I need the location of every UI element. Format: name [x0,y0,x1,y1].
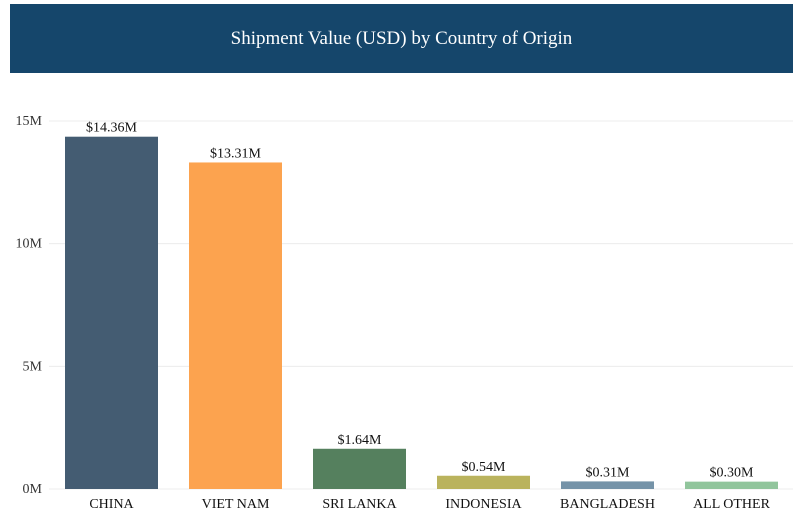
bars [65,136,778,489]
y-tick-label: 15M [16,114,43,129]
bar-all-other[interactable] [685,481,778,489]
bar-indonesia[interactable] [437,475,530,489]
bar-china[interactable] [65,136,158,489]
gridlines [49,120,793,490]
data-label: $0.30M [710,466,755,481]
y-tick-label: 5M [23,359,43,374]
data-label: $14.36M [86,121,138,136]
bar-viet-nam[interactable] [189,162,282,489]
x-tick-label: VIET NAM [202,497,270,512]
x-tick-label: CHINA [89,497,134,512]
y-tick-label: 10M [16,237,43,252]
data-labels: $14.36M $13.31M $1.64M $0.54M $0.31M $0.30M [86,121,754,481]
x-axis-labels: CHINA VIET NAM SRI LANKA INDONESIA BANGLADES… [89,497,770,512]
x-tick-label: ALL OTHER [693,497,771,512]
data-label: $0.31M [586,465,631,480]
x-tick-label: INDONESIA [445,497,522,512]
x-tick-label: SRI LANKA [322,497,397,512]
bar-sri-lanka[interactable] [313,448,406,489]
data-label: $13.31M [210,146,262,161]
chart-title: Shipment Value (USD) by Country of Origi… [230,27,573,49]
bar-bangladesh[interactable] [561,481,654,489]
data-label: $0.54M [462,460,507,475]
data-label: $1.64M [338,433,383,448]
y-axis-ticks: 0M 5M 10M 15M [16,114,43,497]
y-tick-label: 0M [23,482,43,497]
x-tick-label: BANGLADESH [560,497,655,512]
chart-header: Shipment Value (USD) by Country of Origi… [10,4,793,73]
